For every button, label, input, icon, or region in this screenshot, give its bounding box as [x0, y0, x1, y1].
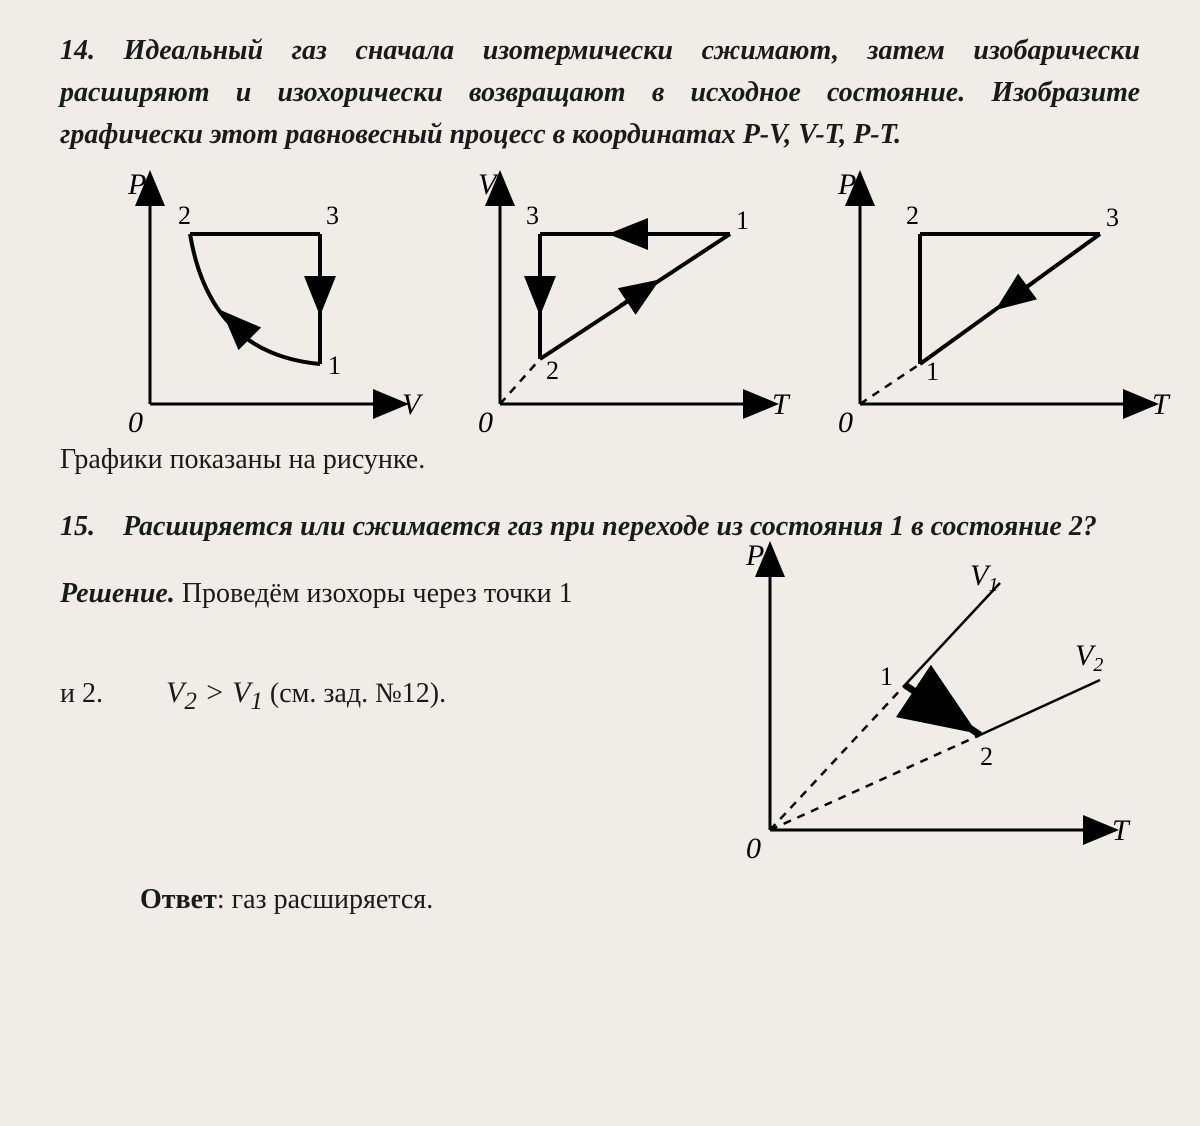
d15-ylabel: P — [745, 539, 764, 572]
diagram-vt: V T 0 1 3 2 — [450, 164, 810, 444]
answer-text: : газ расширяется. — [217, 884, 433, 915]
solution-line1: Проведём изохоры через точки 1 — [182, 578, 573, 609]
d15-p1: 1 — [880, 662, 893, 691]
vt-origin: 0 — [478, 406, 493, 439]
solution-line2-prefix: и 2. — [60, 678, 103, 709]
pv-p1: 1 — [328, 351, 341, 380]
pv-p2: 2 — [178, 201, 191, 230]
solution-block: Решение. Проведём изохоры через точки 1 … — [60, 560, 1140, 870]
d15-v2: V2 — [1075, 639, 1103, 676]
vt-p1: 1 — [736, 206, 749, 235]
pt-xlabel: T — [1152, 388, 1171, 421]
problem-15-num: 15. — [60, 511, 95, 542]
diagrams-row: P V 0 2 3 1 V T 0 1 3 2 — [60, 164, 1140, 444]
problem-14-statement: 14. Идеальный газ сначала изотермически … — [60, 30, 1140, 156]
caption-14: Графики показаны на рисунке. — [60, 444, 1140, 476]
problem-14-num: 14. — [60, 35, 95, 66]
d15-p2: 2 — [980, 742, 993, 771]
pv-p3: 3 — [326, 201, 339, 230]
answer-label: Ответ — [140, 884, 217, 915]
d15-origin: 0 — [746, 832, 761, 865]
solution-label: Решение. — [60, 578, 175, 609]
solution-text: Решение. Проведём изохоры через точки 1 … — [60, 560, 680, 732]
pt-p3: 3 — [1106, 203, 1119, 232]
diagram-15: P T 0 V1 V2 1 2 — [680, 530, 1140, 870]
diagram-pt: P T 0 2 3 1 — [810, 164, 1190, 444]
pt-ylabel: P — [837, 168, 856, 201]
vt-p2: 2 — [546, 356, 559, 385]
d15-v1: V1 — [970, 559, 998, 596]
answer: Ответ: газ расширяется. — [140, 884, 1140, 916]
problem-14-text: Идеальный газ сначала изотермически сжим… — [60, 35, 1140, 150]
diagram-pv: P V 0 2 3 1 — [80, 164, 440, 444]
vt-ylabel: V — [478, 168, 500, 201]
pt-p2: 2 — [906, 201, 919, 230]
solution-math: V2 > V1 — [166, 676, 263, 709]
pt-origin: 0 — [838, 406, 853, 439]
vt-xlabel: T — [772, 388, 791, 421]
vt-p3: 3 — [526, 201, 539, 230]
pv-xlabel: V — [402, 388, 424, 421]
pv-origin: 0 — [128, 406, 143, 439]
pv-ylabel: P — [127, 168, 146, 201]
pt-p1: 1 — [926, 357, 939, 386]
solution-math-suffix: (см. зад. №12). — [270, 678, 446, 709]
d15-xlabel: T — [1112, 814, 1131, 847]
